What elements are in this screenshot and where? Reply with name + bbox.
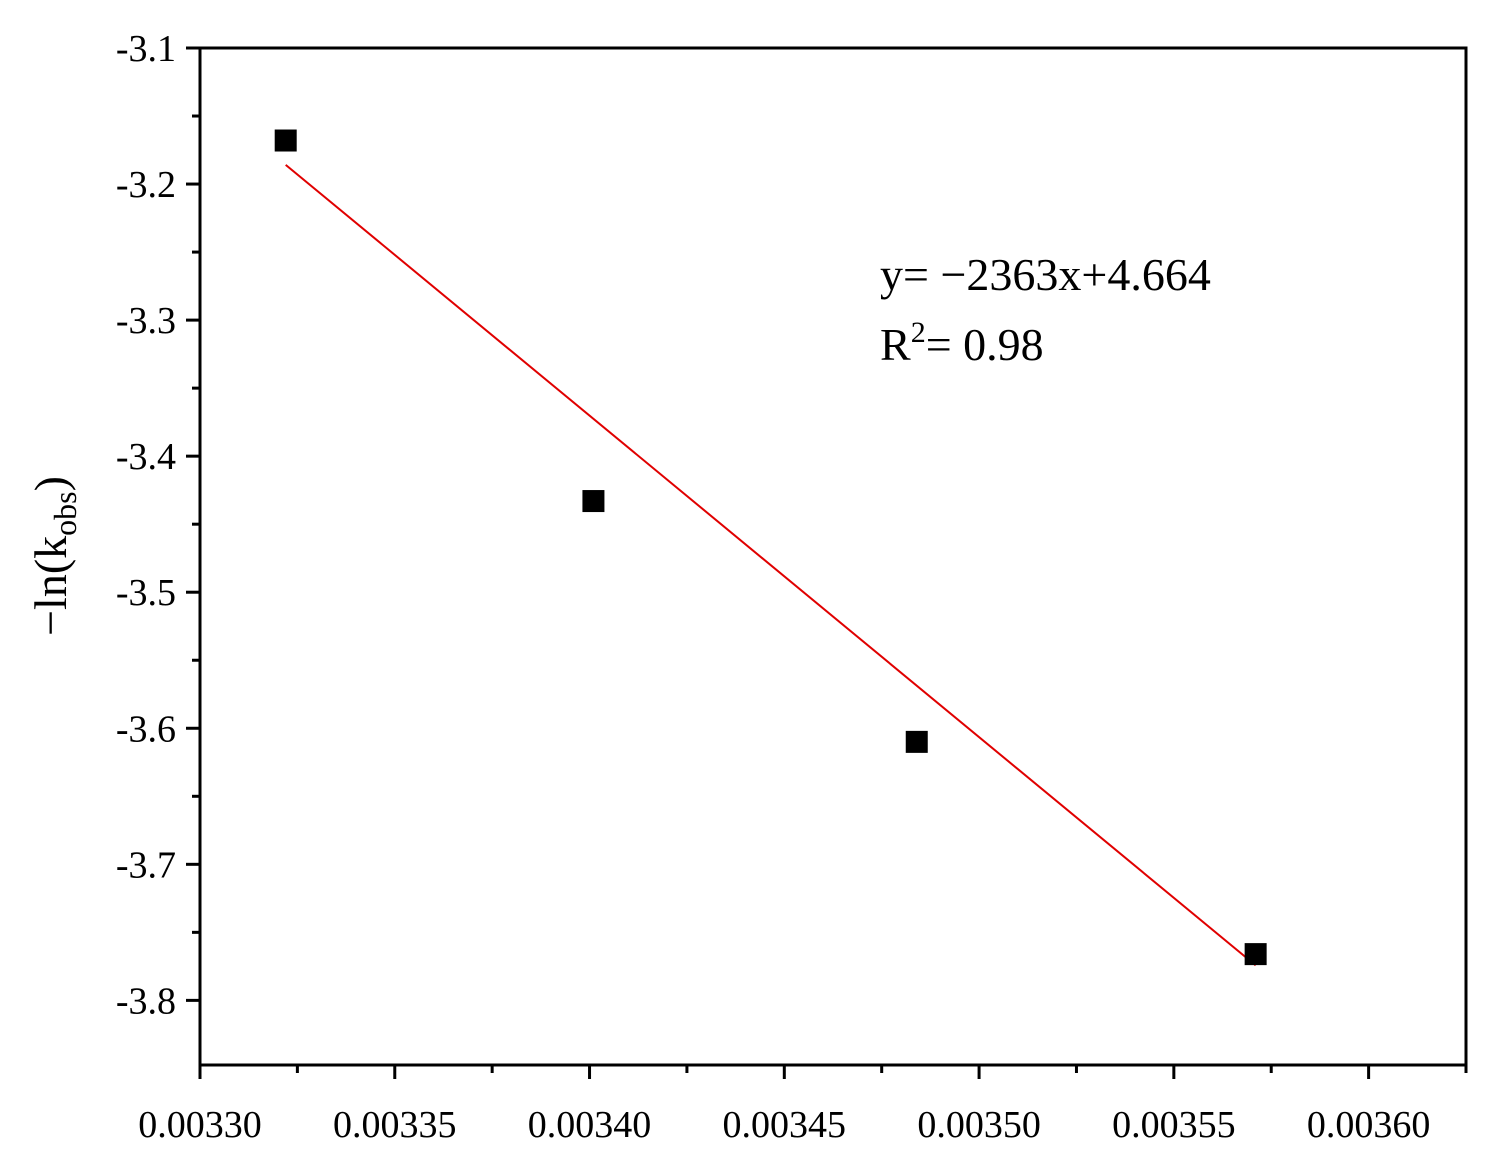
x-tick-label: 0.00345 bbox=[723, 1104, 847, 1146]
y-tick-label: -3.2 bbox=[116, 164, 176, 206]
data-point bbox=[1244, 943, 1267, 966]
y-tick-label: -3.7 bbox=[116, 844, 176, 886]
y-tick-label: -3.1 bbox=[116, 28, 176, 70]
data-point bbox=[905, 730, 928, 753]
x-tick-label: 0.00330 bbox=[138, 1104, 262, 1146]
data-point bbox=[274, 129, 297, 152]
y-axis-ticks: -3.1 -3.2 -3.3 -3.4 -3.5 -3.6 -3.7 -3.8 bbox=[116, 28, 200, 1022]
x-tick-label: 0.00360 bbox=[1307, 1104, 1431, 1146]
y-axis-title-subscript: obs bbox=[47, 491, 83, 535]
r-squared-superscript: 2 bbox=[911, 316, 926, 349]
r-squared-value: = 0.98 bbox=[926, 319, 1044, 370]
y-tick-label: -3.6 bbox=[116, 708, 176, 750]
fit-line-layer bbox=[285, 164, 1257, 967]
data-points-layer bbox=[274, 129, 1267, 966]
y-tick-label: -3.8 bbox=[116, 980, 176, 1022]
y-axis-title: −ln(kobs) bbox=[25, 476, 83, 636]
fit-equation: y= −2363x+4.664 bbox=[880, 249, 1211, 300]
y-tick-label: -3.5 bbox=[116, 572, 176, 614]
y-axis-title-suffix: ) bbox=[25, 476, 76, 491]
x-tick-label: 0.00355 bbox=[1112, 1104, 1236, 1146]
y-axis-title-prefix: −ln(k bbox=[25, 536, 76, 636]
y-tick-label: -3.3 bbox=[116, 300, 176, 342]
y-tick-label: -3.4 bbox=[116, 436, 176, 478]
r-squared: R2= 0.98 bbox=[880, 316, 1044, 370]
x-tick-label: 0.00340 bbox=[528, 1104, 652, 1146]
fit-line bbox=[285, 164, 1257, 967]
x-axis-ticks: 0.00330 0.00335 0.00340 0.00345 0.00350 0.003… bbox=[138, 1065, 1468, 1146]
r-squared-prefix: R bbox=[880, 319, 911, 370]
x-tick-label: 0.00350 bbox=[917, 1104, 1041, 1146]
data-point bbox=[582, 490, 605, 513]
x-tick-label: 0.00335 bbox=[333, 1104, 457, 1146]
plot-frame bbox=[198, 46, 1468, 1067]
